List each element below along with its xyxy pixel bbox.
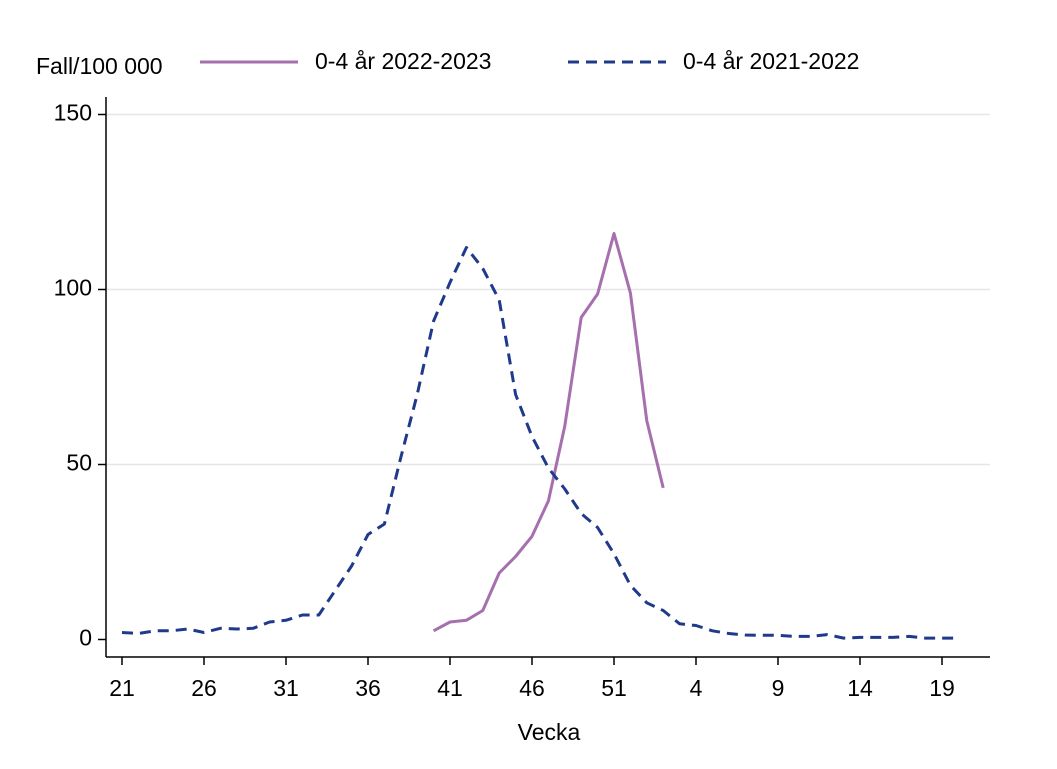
y-tick-label: 50: [66, 450, 92, 476]
y-axis-label: Fall/100 000: [36, 53, 163, 79]
legend-label: 0-4 år 2021-2022: [683, 48, 859, 74]
y-tick-label: 0: [79, 625, 92, 651]
x-tick-label: 9: [772, 675, 785, 701]
x-tick-label: 51: [601, 675, 627, 701]
y-tick-label: 150: [54, 100, 92, 126]
series-line: [432, 232, 665, 633]
x-tick-label: 4: [690, 675, 703, 701]
x-tick-label: 41: [437, 675, 463, 701]
x-tick-label: 21: [109, 675, 135, 701]
x-tick-label: 19: [929, 675, 955, 701]
x-tick-label: 36: [355, 675, 381, 701]
x-tick-label: 14: [847, 675, 873, 701]
x-tick-label: 46: [519, 675, 545, 701]
x-axis-label: Vecka: [518, 719, 581, 745]
series-line: [121, 246, 959, 640]
x-tick-label: 31: [273, 675, 299, 701]
legend-label: 0-4 år 2022-2023: [315, 48, 491, 74]
x-tick-label: 26: [191, 675, 217, 701]
y-tick-label: 100: [54, 275, 92, 301]
